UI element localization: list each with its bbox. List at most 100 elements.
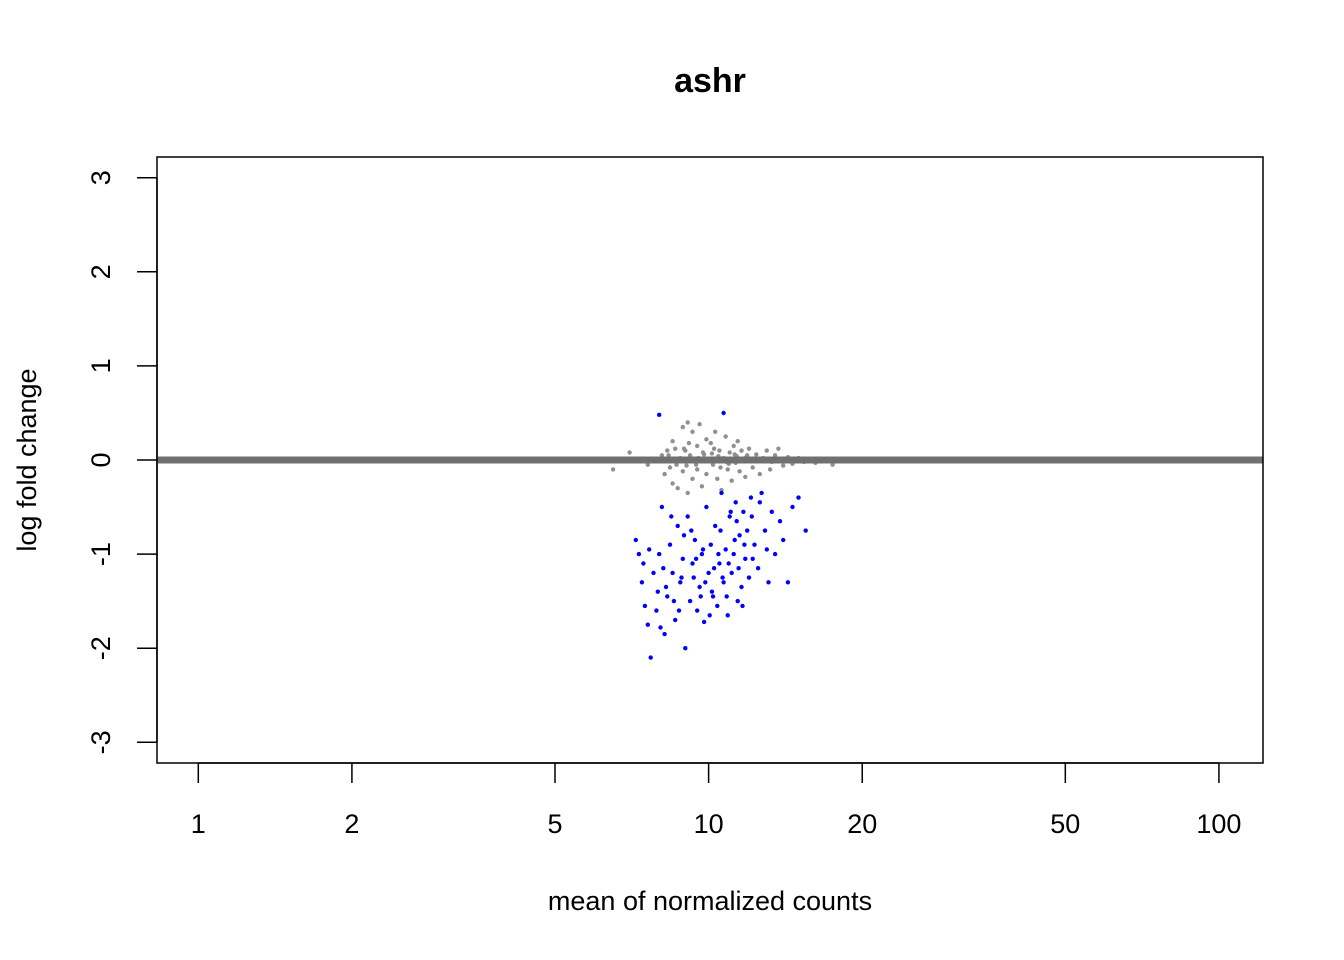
data-point [734, 519, 739, 524]
data-point [642, 603, 648, 609]
data-point [726, 561, 731, 566]
x-tick-label: 20 [847, 809, 877, 839]
data-point [723, 547, 728, 552]
data-point [704, 437, 709, 442]
data-point [721, 410, 726, 416]
data-point [723, 434, 728, 439]
data-point [645, 462, 650, 467]
data-point [733, 500, 738, 505]
data-point [711, 446, 717, 451]
data-point [725, 613, 730, 618]
data-point [703, 580, 708, 585]
data-point [639, 580, 645, 585]
data-point [699, 551, 705, 557]
data-point [707, 613, 712, 618]
data-point [684, 463, 689, 468]
data-point [657, 551, 662, 557]
data-point [697, 584, 702, 590]
data-point [709, 451, 715, 456]
data-point [691, 575, 696, 580]
data-point [695, 608, 700, 613]
data-point [680, 469, 685, 474]
data-point [713, 523, 718, 529]
data-point [661, 566, 666, 571]
data-point [698, 594, 703, 599]
data-point [690, 476, 695, 481]
data-point [680, 556, 685, 561]
data-point [717, 561, 722, 566]
data-point [678, 580, 683, 585]
data-point [666, 453, 671, 458]
data-point [679, 575, 684, 580]
data-point [610, 467, 616, 472]
data-point [675, 486, 680, 491]
x-tick-label: 2 [344, 809, 359, 839]
data-point [762, 528, 768, 533]
data-point [785, 580, 791, 585]
data-point [718, 465, 723, 470]
data-point [674, 462, 679, 467]
x-tick-label: 1 [191, 809, 206, 839]
data-point [709, 589, 715, 594]
data-point [713, 429, 718, 434]
data-point [659, 453, 665, 458]
data-point [757, 500, 762, 505]
data-point [746, 446, 752, 451]
data-point [772, 453, 778, 458]
data-point [772, 551, 778, 557]
data-point [728, 509, 733, 514]
data-point [700, 450, 706, 455]
data-point [737, 469, 742, 474]
data-point [687, 453, 693, 458]
data-point [746, 575, 752, 580]
data-point [727, 514, 732, 519]
data-point [662, 471, 667, 477]
data-point [690, 561, 695, 566]
y-tick-label: 0 [86, 452, 116, 467]
y-tick-label: -2 [86, 636, 116, 660]
data-point [683, 646, 688, 651]
y-axis: -3 -2 -1 0 1 2 3 [86, 170, 158, 754]
data-point [766, 580, 771, 585]
data-point [685, 490, 690, 496]
data-point [636, 551, 642, 557]
data-point [645, 622, 650, 627]
x-tick-label: 50 [1050, 809, 1080, 839]
data-point [659, 504, 665, 510]
data-point [737, 533, 742, 538]
data-point [704, 471, 709, 477]
data-point [627, 450, 632, 455]
y-tick-label: 1 [86, 358, 116, 373]
data-point [651, 570, 656, 576]
x-tick-label: 5 [547, 809, 562, 839]
data-point [708, 542, 713, 547]
x-axis-label: mean of normalized counts [548, 886, 872, 916]
data-point [729, 570, 734, 576]
data-point [662, 631, 667, 637]
data-point [740, 603, 745, 609]
data-point [670, 481, 675, 486]
data-point [655, 589, 660, 594]
data-point [695, 467, 700, 472]
data-point [717, 448, 722, 453]
data-point [701, 619, 707, 625]
data-point [647, 547, 652, 552]
data-point [673, 617, 678, 623]
data-point [671, 598, 677, 604]
data-point [725, 467, 730, 472]
data-point [776, 446, 781, 451]
data-point [670, 570, 675, 576]
data-point [721, 580, 726, 585]
data-point [769, 509, 774, 514]
data-point [777, 519, 783, 524]
data-point [750, 465, 755, 470]
data-point [750, 556, 755, 561]
data-point [742, 542, 747, 547]
data-point [669, 514, 674, 519]
data-point [693, 556, 699, 561]
data-point [719, 490, 724, 496]
data-point [710, 594, 716, 599]
data-point [715, 476, 720, 481]
data-point [633, 537, 638, 543]
data-point [704, 504, 709, 510]
